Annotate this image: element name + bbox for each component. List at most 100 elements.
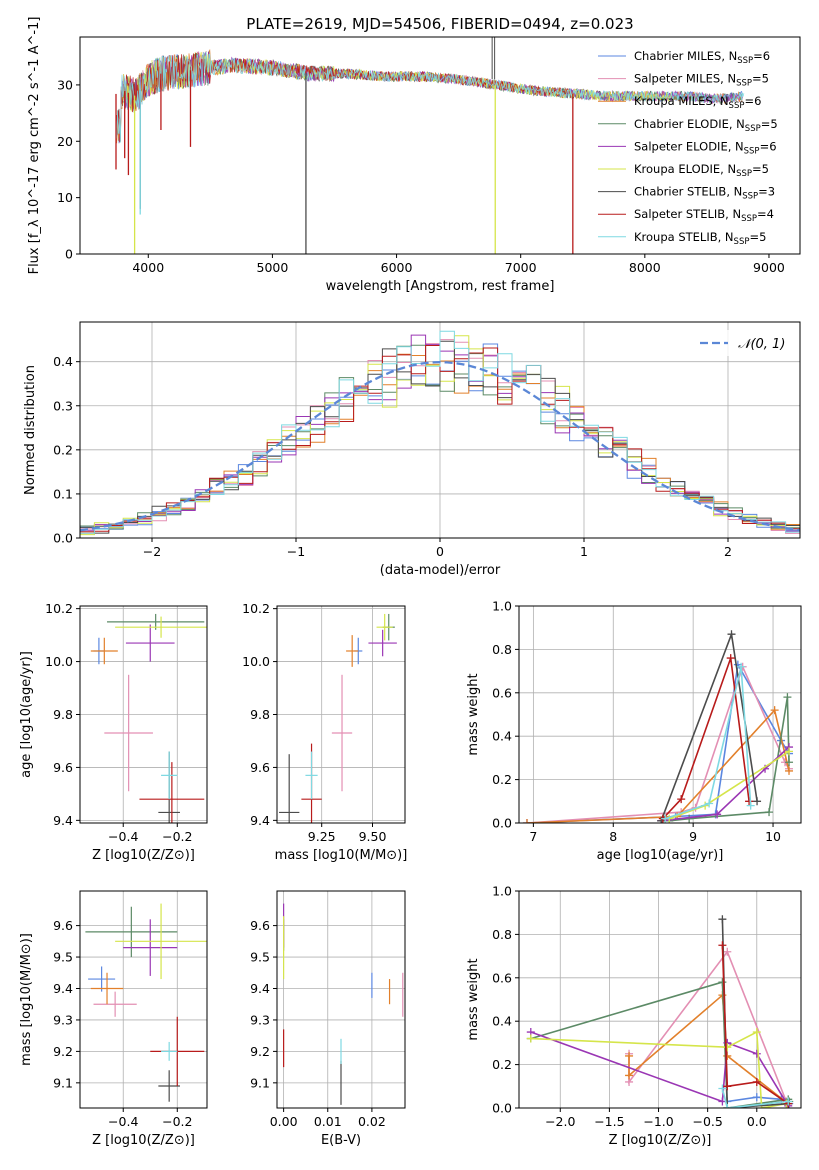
weight-series-kroupa-stelib bbox=[718, 1084, 793, 1108]
x-axis-label: Z [log10(Z/Z⊙)] bbox=[92, 1133, 195, 1148]
weight-marker bbox=[785, 747, 794, 756]
y-tick-label: 0.4 bbox=[492, 729, 512, 744]
y-axis-label: mass [log10(M/M⊙)] bbox=[19, 933, 34, 1066]
y-tick-label: 10.2 bbox=[242, 601, 270, 616]
x-axis-label: mass [log10(M/M⊙)] bbox=[275, 848, 408, 863]
spectrum-plot-area bbox=[115, 37, 745, 254]
weight-marker bbox=[785, 766, 794, 775]
weight-marker bbox=[770, 706, 779, 715]
weight-marker bbox=[723, 1043, 732, 1052]
weight-line bbox=[530, 1031, 789, 1107]
spectrum-line-kroupa-stelib bbox=[115, 51, 745, 143]
spectrum-legend: Chabrier MILES, NSSP=6 Salpeter MILES, NS… bbox=[598, 49, 778, 247]
legend-entry: Kroupa STELIB, NSSP=5 bbox=[634, 230, 766, 247]
x-tick-label: 9.25 bbox=[308, 829, 336, 844]
y-tick-label: 9.4 bbox=[250, 813, 270, 828]
legend-count: =4 bbox=[757, 207, 774, 221]
spectrum-panel: 4000 5000 6000 7000 8000 9000 0 10 20 30 wavelengt… bbox=[27, 17, 801, 294]
y-axis-label: Normed distribution bbox=[23, 365, 38, 495]
weight-line bbox=[721, 1088, 789, 1108]
legend-subscript: SSP bbox=[737, 56, 753, 66]
y-tick-label: 0.6 bbox=[492, 970, 512, 985]
errorbar-point-kroupa-elodie bbox=[115, 616, 207, 638]
weight-marker bbox=[737, 662, 746, 671]
x-tick-label: 0.00 bbox=[270, 1114, 298, 1129]
errorbar-point-chabrier-miles bbox=[88, 966, 116, 992]
weight-marker bbox=[718, 1084, 727, 1093]
y-tick-label: 9.6 bbox=[53, 918, 73, 933]
weight-marker bbox=[705, 799, 714, 808]
legend-subscript: SSP bbox=[734, 237, 750, 247]
x-tick-label: 8000 bbox=[629, 260, 661, 275]
legend-count: =5 bbox=[752, 162, 769, 176]
y-axis-label: mass weight bbox=[466, 958, 481, 1040]
legend-subscript: SSP bbox=[742, 192, 758, 202]
x-tick-label: 9000 bbox=[753, 260, 785, 275]
legend-count: =5 bbox=[749, 230, 766, 244]
y-tick-label: 0.3 bbox=[53, 398, 73, 413]
x-tick-label: 0.02 bbox=[358, 1114, 386, 1129]
y-tick-label: 9.3 bbox=[250, 1012, 270, 1027]
y-tick-label: 9.1 bbox=[53, 1075, 73, 1090]
weight-marker bbox=[745, 797, 754, 806]
errorbar-point-kroupa-elodie bbox=[376, 613, 393, 641]
errorbar-point-kroupa-miles bbox=[90, 972, 124, 1005]
x-tick-label: 2 bbox=[724, 544, 732, 559]
weight-line bbox=[661, 746, 790, 822]
errorbar-point-salpeter-miles bbox=[331, 674, 353, 792]
spectrum-frame bbox=[79, 36, 801, 255]
mass_vs_ebv-panel: 0.00 0.01 0.02 9.1 9.2 9.3 9.4 9.5 9.6 E(B-V) bbox=[250, 890, 406, 1148]
weight-marker bbox=[718, 978, 727, 987]
y-axis-label: mass weight bbox=[466, 673, 481, 755]
y-tick-label: 30 bbox=[57, 77, 73, 92]
x-tick-label: 1 bbox=[580, 544, 588, 559]
x-tick-label: 9.50 bbox=[359, 829, 387, 844]
errorbar-point-salpeter-elodie bbox=[123, 919, 178, 976]
weight-marker bbox=[784, 1097, 793, 1106]
y-tick-label: 9.4 bbox=[250, 981, 270, 996]
errorbar-point-kroupa-elodie bbox=[115, 903, 207, 980]
legend-count: =5 bbox=[752, 72, 769, 86]
y-tick-label: 0.2 bbox=[492, 1057, 512, 1072]
errorbar-point-chabrier-stelib bbox=[158, 1070, 180, 1102]
legend-count: =6 bbox=[744, 94, 761, 108]
weight-line bbox=[526, 708, 790, 823]
errorbar-point-salpeter-miles bbox=[104, 674, 153, 792]
y-tick-label: 0.4 bbox=[492, 1014, 512, 1029]
weight-line bbox=[721, 945, 789, 1105]
x-tick-label: −2 bbox=[143, 544, 161, 559]
legend-entry: Salpeter STELIB, NSSP=4 bbox=[634, 207, 774, 224]
age_vs_mass-plot-area bbox=[279, 613, 397, 823]
x-tick-label: −2.0 bbox=[545, 1114, 575, 1129]
weight-marker bbox=[752, 1077, 761, 1086]
y-tick-label: 0.8 bbox=[492, 927, 512, 942]
residual-histogram-kroupa-stelib bbox=[80, 330, 800, 534]
x-tick-label: 0 bbox=[436, 544, 444, 559]
x-tick-label: 10 bbox=[765, 829, 781, 844]
y-tick-label: 9.6 bbox=[250, 918, 270, 933]
y-tick-label: 9.4 bbox=[53, 981, 73, 996]
y-tick-label: 0.0 bbox=[53, 531, 73, 546]
legend-entry: Chabrier ELODIE, NSSP=5 bbox=[634, 117, 778, 134]
y-tick-label: 0.8 bbox=[492, 642, 512, 657]
x-tick-label: −0.5 bbox=[692, 1114, 722, 1129]
errorbar-point-kroupa-miles bbox=[90, 637, 118, 665]
weight-line bbox=[662, 657, 750, 820]
y-tick-label: 9.1 bbox=[250, 1075, 270, 1090]
y-tick-label: 9.2 bbox=[250, 1044, 270, 1059]
legend-entry: Chabrier MILES, NSSP=6 bbox=[634, 49, 770, 66]
y-tick-label: 9.2 bbox=[53, 1044, 73, 1059]
y-tick-label: 9.6 bbox=[53, 760, 73, 775]
y-tick-label: 20 bbox=[57, 134, 73, 149]
y-tick-label: 9.8 bbox=[53, 707, 73, 722]
age_vs_mass-panel: 9.25 9.50 9.4 9.6 9.8 10.0 10.2 mass [log10(M/M… bbox=[242, 601, 408, 863]
mass_vs_ebv-frame bbox=[276, 890, 406, 1109]
y-tick-label: 1.0 bbox=[492, 599, 512, 614]
legend-subscript: SSP bbox=[736, 79, 752, 89]
residuals-plot-area bbox=[80, 330, 800, 536]
legend-subscript: SSP bbox=[736, 169, 752, 179]
x-axis-label: Z [log10(Z/Z⊙)] bbox=[92, 848, 195, 863]
y-tick-label: 9.8 bbox=[250, 707, 270, 722]
x-tick-label: −1 bbox=[287, 544, 305, 559]
weight_vs_age-panel: 7 8 9 10 0.0 0.2 0.4 0.6 0.8 1.0 age [log10(age/yr… bbox=[466, 599, 802, 863]
